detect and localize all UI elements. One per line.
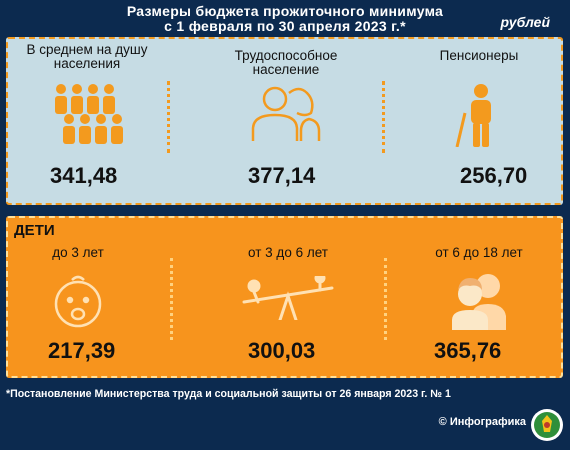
title-line-2: с 1 февраля по 30 апреля 2023 г.*	[164, 18, 406, 34]
card-label: до 3 лет	[52, 245, 104, 260]
card-value: 300,03	[248, 338, 316, 363]
brand-label: © Инфографика	[438, 416, 526, 428]
divider	[382, 81, 385, 153]
card-value: 341,48	[50, 163, 118, 188]
unit-label: рублей	[500, 14, 551, 30]
page-title: Размеры бюджета прожиточного минимума с …	[0, 4, 570, 34]
elderly-person-icon	[455, 84, 491, 147]
children-panel: ДЕТИ до 3 лет 217,39 от 3 до 6 лет	[6, 216, 563, 378]
card-label: В среднем на душу	[26, 42, 148, 57]
divider	[167, 81, 170, 153]
baby-face-icon	[54, 275, 102, 328]
card-label: Пенсионеры	[439, 48, 519, 63]
card-6-to-18: от 6 до 18 лет 365,76	[396, 218, 562, 376]
card-pensioners: Пенсионеры 256,70	[396, 39, 562, 203]
card-value: 377,14	[248, 163, 316, 188]
two-adults-icon	[251, 86, 321, 141]
card-label: население	[252, 62, 320, 77]
divider	[170, 258, 173, 340]
title-line-1: Размеры бюджета прожиточного минимума	[126, 3, 444, 19]
divider	[384, 258, 387, 340]
seesaw-icon	[242, 276, 334, 320]
teenagers-icon	[452, 274, 506, 330]
card-label: населения	[53, 56, 121, 71]
card-label: от 6 до 18 лет	[435, 245, 523, 260]
card-value: 365,76	[434, 338, 502, 363]
card-under-3: до 3 лет 217,39	[8, 218, 168, 376]
card-label: Трудоспособное	[234, 48, 338, 63]
card-value: 256,70	[460, 163, 528, 188]
emblem-icon	[531, 409, 563, 441]
card-per-capita: В среднем на душу населения 341,48	[8, 39, 166, 203]
people-group-icon	[55, 84, 123, 144]
adults-panel: В среднем на душу населения 341,48 Трудо…	[6, 37, 563, 205]
children-heading: ДЕТИ	[14, 222, 55, 239]
card-working-age: Трудоспособное население 377,14	[198, 39, 374, 203]
footnote: *Постановление Министерства труда и соци…	[6, 388, 451, 400]
card-value: 217,39	[48, 338, 116, 363]
card-label: от 3 до 6 лет	[248, 245, 328, 260]
card-3-to-6: от 3 до 6 лет 300,03	[198, 218, 378, 376]
